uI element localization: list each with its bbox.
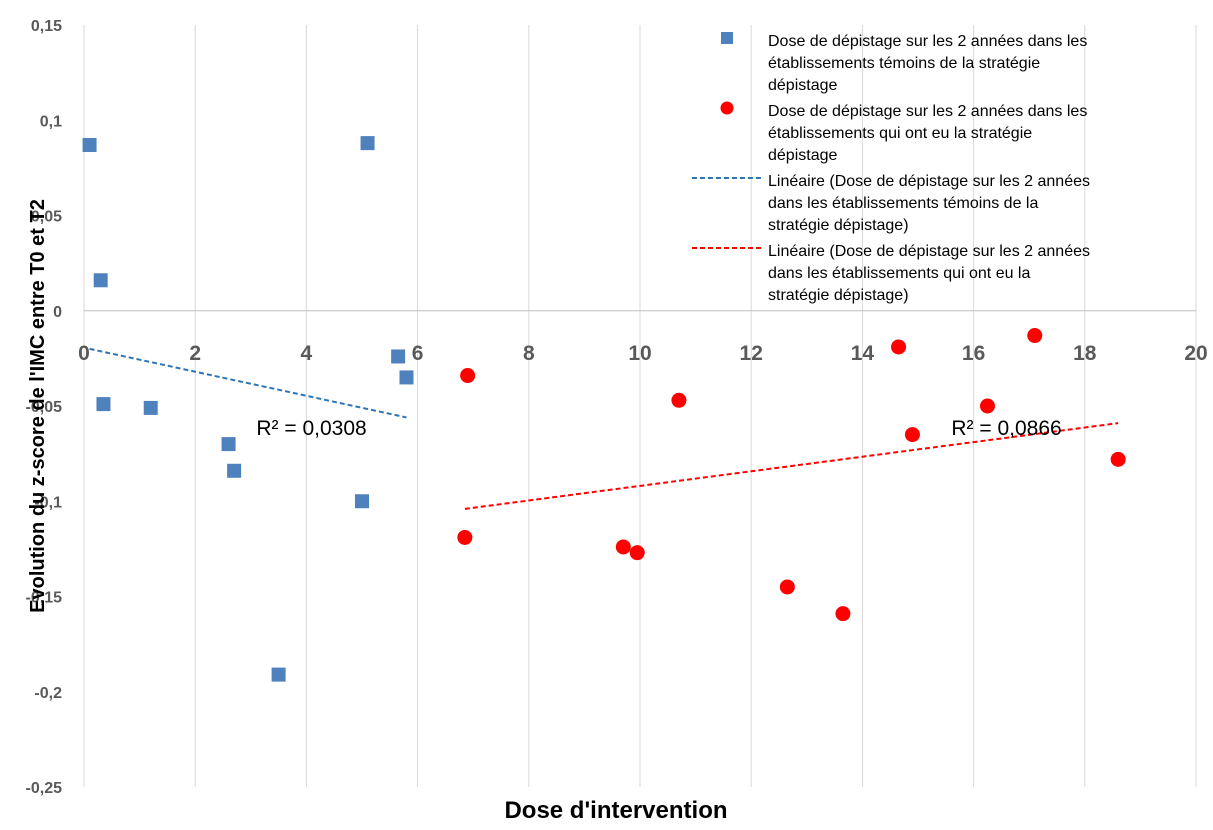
data-point-circle (835, 606, 851, 622)
x-tick-label: 18 (1073, 342, 1097, 365)
trend-lines (89, 347, 1119, 510)
r2-labels: R² = 0,0308 R² = 0,0866 (256, 417, 1061, 440)
x-tick-label: 20 (1184, 342, 1207, 365)
data-point-circle (615, 539, 631, 555)
data-point-square (399, 370, 414, 385)
legend-marker-circle (720, 101, 734, 115)
legend-label: Linéaire (Dose de dépistage sur les 2 an… (768, 173, 1090, 234)
data-point-square (271, 667, 286, 682)
y-tick-label: 0,15 (31, 18, 62, 35)
data-point-circle (1027, 328, 1043, 344)
data-point-circle (460, 368, 476, 384)
data-point-square (391, 349, 406, 364)
y-tick-label: -0,05 (26, 399, 63, 416)
series-temoins (82, 136, 414, 682)
y-tick-label: 0,05 (31, 209, 62, 226)
trendline (464, 422, 1119, 510)
trendline (89, 347, 407, 419)
x-tick-label: 12 (740, 342, 763, 365)
y-tick-label: 0 (53, 304, 62, 321)
y-tick-label: -0,1 (34, 494, 62, 511)
data-point-square (143, 400, 158, 415)
y-tick-label: -0,15 (26, 590, 63, 607)
x-tick-label: 4 (301, 342, 313, 365)
data-point-square (96, 397, 111, 412)
r2-label: R² = 0,0308 (256, 417, 366, 440)
data-point-circle (980, 398, 995, 414)
data-point-square (355, 494, 369, 509)
x-tick-labels: 0 2 4 6 8 10 12 14 16 18 20 (78, 342, 1208, 365)
legend-label: Linéaire (Dose de dépistage sur les 2 an… (768, 243, 1090, 304)
legend-marker-square (721, 32, 733, 44)
y-tick-labels: 0,15 0,1 0,05 0 -0,05 -0,1 -0,15 -0,2 -0,25 (26, 18, 63, 797)
data-point-circle (904, 427, 920, 443)
x-tick-label: 16 (962, 342, 985, 365)
data-point-square (82, 138, 97, 153)
data-point-square (360, 136, 375, 151)
data-point-circle (891, 339, 907, 355)
x-tick-label: 2 (189, 342, 201, 365)
x-tick-label: 10 (628, 342, 651, 365)
y-tick-label: -0,2 (34, 685, 62, 702)
legend-label: Dose de dépistage sur les 2 années dans … (768, 103, 1087, 164)
data-point-circle (1110, 451, 1126, 467)
r2-label: R² = 0,0866 (951, 417, 1061, 440)
series-strategie (457, 328, 1126, 622)
legend-label: Dose de dépistage sur les 2 années dans … (768, 33, 1087, 94)
x-tick-label: 0 (78, 342, 90, 365)
y-tick-label: 0,1 (40, 113, 62, 130)
y-axis-title: Evolution du z-score de l'IMC entre T0 e… (27, 199, 49, 613)
x-tick-label: 14 (851, 342, 875, 365)
x-axis-title: Dose d'intervention (504, 797, 727, 824)
legend: Dose de dépistage sur les 2 années dans … (692, 32, 1090, 304)
data-point-circle (629, 545, 645, 561)
data-point-square (227, 463, 242, 478)
x-tick-label: 6 (412, 342, 424, 365)
data-point-square (93, 273, 108, 288)
data-point-circle (671, 392, 687, 408)
data-point-circle (779, 579, 795, 595)
vertical-gridlines (83, 25, 1197, 787)
x-tick-label: 8 (523, 342, 535, 365)
data-point-circle (457, 529, 473, 545)
y-tick-label: -0,25 (26, 780, 63, 797)
data-point-square (221, 437, 236, 452)
